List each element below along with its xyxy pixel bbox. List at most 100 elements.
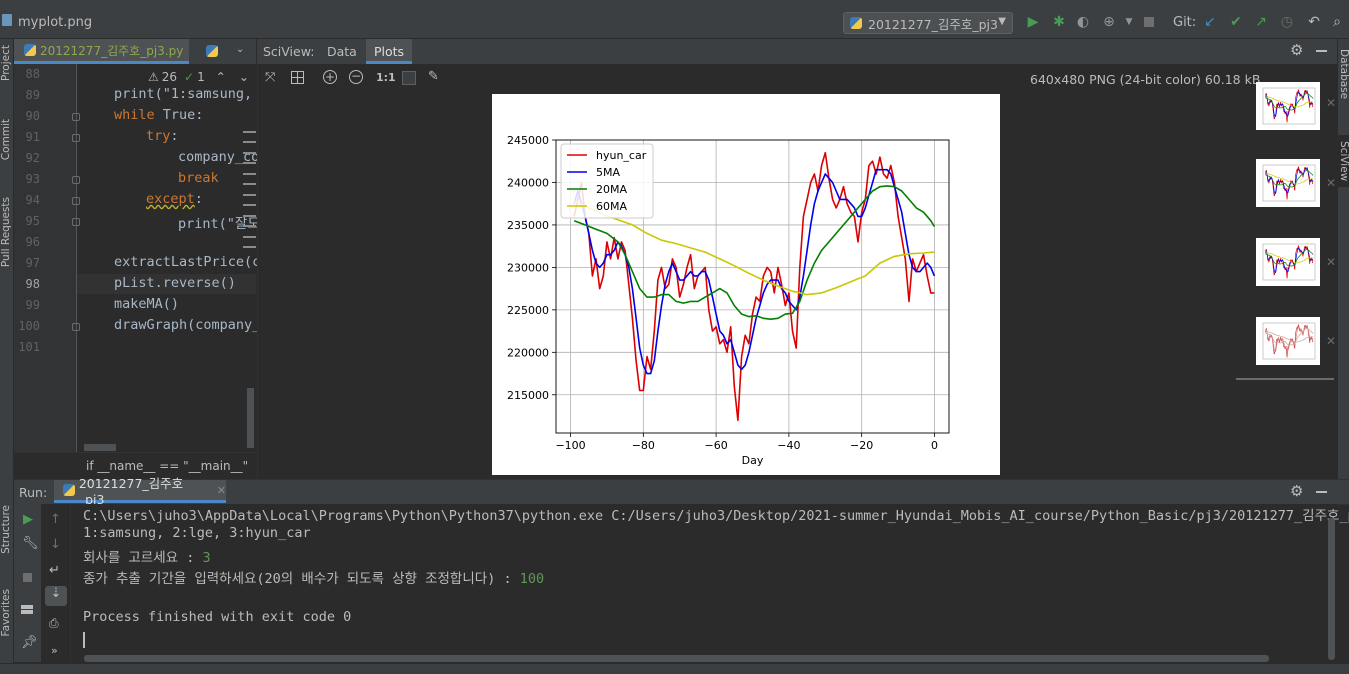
breadcrumb-item[interactable]: if __name__ == "__main__" [86,459,249,473]
x-tick-label: −80 [632,439,655,452]
y-tick-label: 240000 [507,176,549,189]
run-console[interactable] [14,504,1337,662]
thumbnail-frame [1262,164,1316,202]
console-horizontal-scrollbar[interactable] [84,655,1269,662]
pin-icon[interactable]: 📌︎ [21,635,38,650]
close-icon[interactable]: ✕ [1326,255,1337,269]
color-picker-icon[interactable]: ✎ [428,69,439,84]
thumbnail-scrollbar[interactable] [1236,378,1334,380]
text-cursor [83,632,85,648]
layout-icon[interactable] [21,605,33,614]
line-number: 100 [18,319,40,333]
arrow-up-icon[interactable]: ↑ [50,512,61,527]
search-icon[interactable]: ⌕ [1333,14,1341,30]
more-icon[interactable]: » [51,644,58,657]
console-vertical-scrollbar[interactable] [1328,518,1335,660]
console-toolbar: ↑ ↓ ↵ ⇣ ⎙ » [41,504,71,662]
x-tick-label: −60 [705,439,728,452]
chevron-down-icon[interactable]: ▼ [1125,17,1133,27]
editor-tab-active[interactable]: 20121277_김주호_pj3.py [14,39,189,64]
fit-to-window-icon[interactable]: ⤧ [265,70,276,85]
python-file-icon [206,45,218,57]
close-icon[interactable]: ✕ [1326,96,1337,110]
zoom-out-icon[interactable]: − [349,69,363,84]
y-tick-label: 235000 [507,219,549,232]
sciview-title: SciView: [263,44,315,59]
y-tick-label: 245000 [507,134,549,147]
tab-plots[interactable]: Plots [366,39,412,64]
wrench-icon[interactable]: 🔧︎ [22,536,39,551]
fold-marker-icon[interactable] [72,218,80,226]
thumbnail-series [1265,326,1314,353]
run-icon[interactable]: ▶ [1027,14,1039,30]
code-text: : [170,128,179,144]
chevron-up-icon[interactable]: ⌃ [215,70,226,84]
run-config-dropdown[interactable]: 20121277_김주호_pj3 ▼ [843,12,1013,34]
minimize-icon[interactable] [1316,491,1327,493]
inspection-widget[interactable]: ⚠ 26 ✓ 1 ⌃ ⌄ [148,70,249,84]
tab-data[interactable]: Data [327,44,357,59]
tabs-overflow-chevron-icon[interactable]: ⌄ [236,44,245,55]
gear-icon[interactable]: ⚙ [1290,41,1304,59]
line-number-gutter [14,64,77,452]
tool-window-favorites[interactable]: Favorites [0,589,12,637]
grid-icon[interactable] [291,71,304,84]
print-icon[interactable]: ⎙ [49,616,59,630]
rerun-icon[interactable]: ▶ [23,512,33,527]
stop-icon[interactable] [1140,13,1158,31]
thumbnail-chart [1262,243,1316,281]
minimize-icon[interactable] [1316,50,1327,52]
title-bar [0,6,1349,39]
close-icon[interactable]: ✕ [1326,334,1337,348]
git-update-icon[interactable]: ↙ [1204,14,1216,30]
chevron-down-icon[interactable]: ⌄ [238,70,249,84]
plot-image[interactable]: −100 −80 −60 −40 −20 0 215000 220000 225000 23000… [492,94,1000,475]
thumbnail-chart [1262,87,1316,125]
stock-chart: −100 −80 −60 −40 −20 0 215000 220000 225000 23000… [507,134,950,467]
folded-region-marker [243,131,256,143]
fold-marker-icon[interactable] [72,323,80,331]
fold-marker-icon[interactable] [72,113,80,121]
git-commit-icon[interactable]: ✔ [1230,14,1242,30]
tool-window-structure[interactable]: Structure [0,505,12,554]
close-icon[interactable]: ✕ [1326,176,1337,190]
coverage-icon[interactable]: ◐ [1076,14,1090,30]
soft-wrap-icon[interactable]: ↵ [49,563,60,578]
fold-marker-icon[interactable] [72,197,80,205]
editor-vertical-scrollbar[interactable] [247,388,254,448]
run-tab[interactable]: 20121277_김주호_pj3 ✕ [54,476,226,507]
stop-icon[interactable] [23,573,32,582]
chessboard-icon[interactable] [402,71,416,85]
gear-icon[interactable]: ⚙ [1290,482,1304,500]
thumbnail-series [1265,170,1314,188]
tool-window-sciview[interactable]: SciView [1338,141,1349,182]
rollback-icon[interactable]: ↶ [1308,14,1320,30]
editor-horizontal-scrollbar[interactable] [84,444,116,451]
plot-thumbnail[interactable] [1256,238,1320,286]
scroll-to-end-icon[interactable]: ⇣ [45,586,67,606]
editor-tab-second[interactable] [206,43,228,59]
arrow-down-icon[interactable]: ↓ [50,537,61,552]
plot-thumbnail[interactable] [1256,159,1320,207]
code-line-97: extractLastPrice(c [114,254,261,270]
right-tool-strip: Database SciView [1337,39,1349,479]
zoom-in-icon[interactable]: + [323,70,337,84]
tool-window-database[interactable]: Database [1338,49,1349,100]
tool-window-pull-requests[interactable]: Pull Requests [0,197,12,268]
console-prompt: 회사를 고르세요 : [83,550,203,566]
history-icon[interactable]: ◷ [1280,14,1294,30]
tool-window-commit[interactable]: Commit [0,119,12,161]
fold-marker-icon[interactable] [72,134,80,142]
plot-thumbnail[interactable] [1256,317,1320,365]
profile-icon[interactable]: ⊕ [1103,14,1115,30]
actual-size-button[interactable]: 1:1 [376,71,396,84]
plot-thumbnail[interactable] [1256,82,1320,130]
debug-icon[interactable]: ✱ [1053,14,1065,30]
tool-window-project[interactable]: Project [0,45,12,81]
y-tick-label: 225000 [507,304,549,317]
fold-marker-icon[interactable] [72,176,80,184]
git-push-icon[interactable]: ↗ [1255,14,1267,30]
thumbnail-frame [1262,87,1316,125]
close-icon[interactable]: ✕ [216,483,226,497]
thumbnail-series [1265,324,1314,358]
